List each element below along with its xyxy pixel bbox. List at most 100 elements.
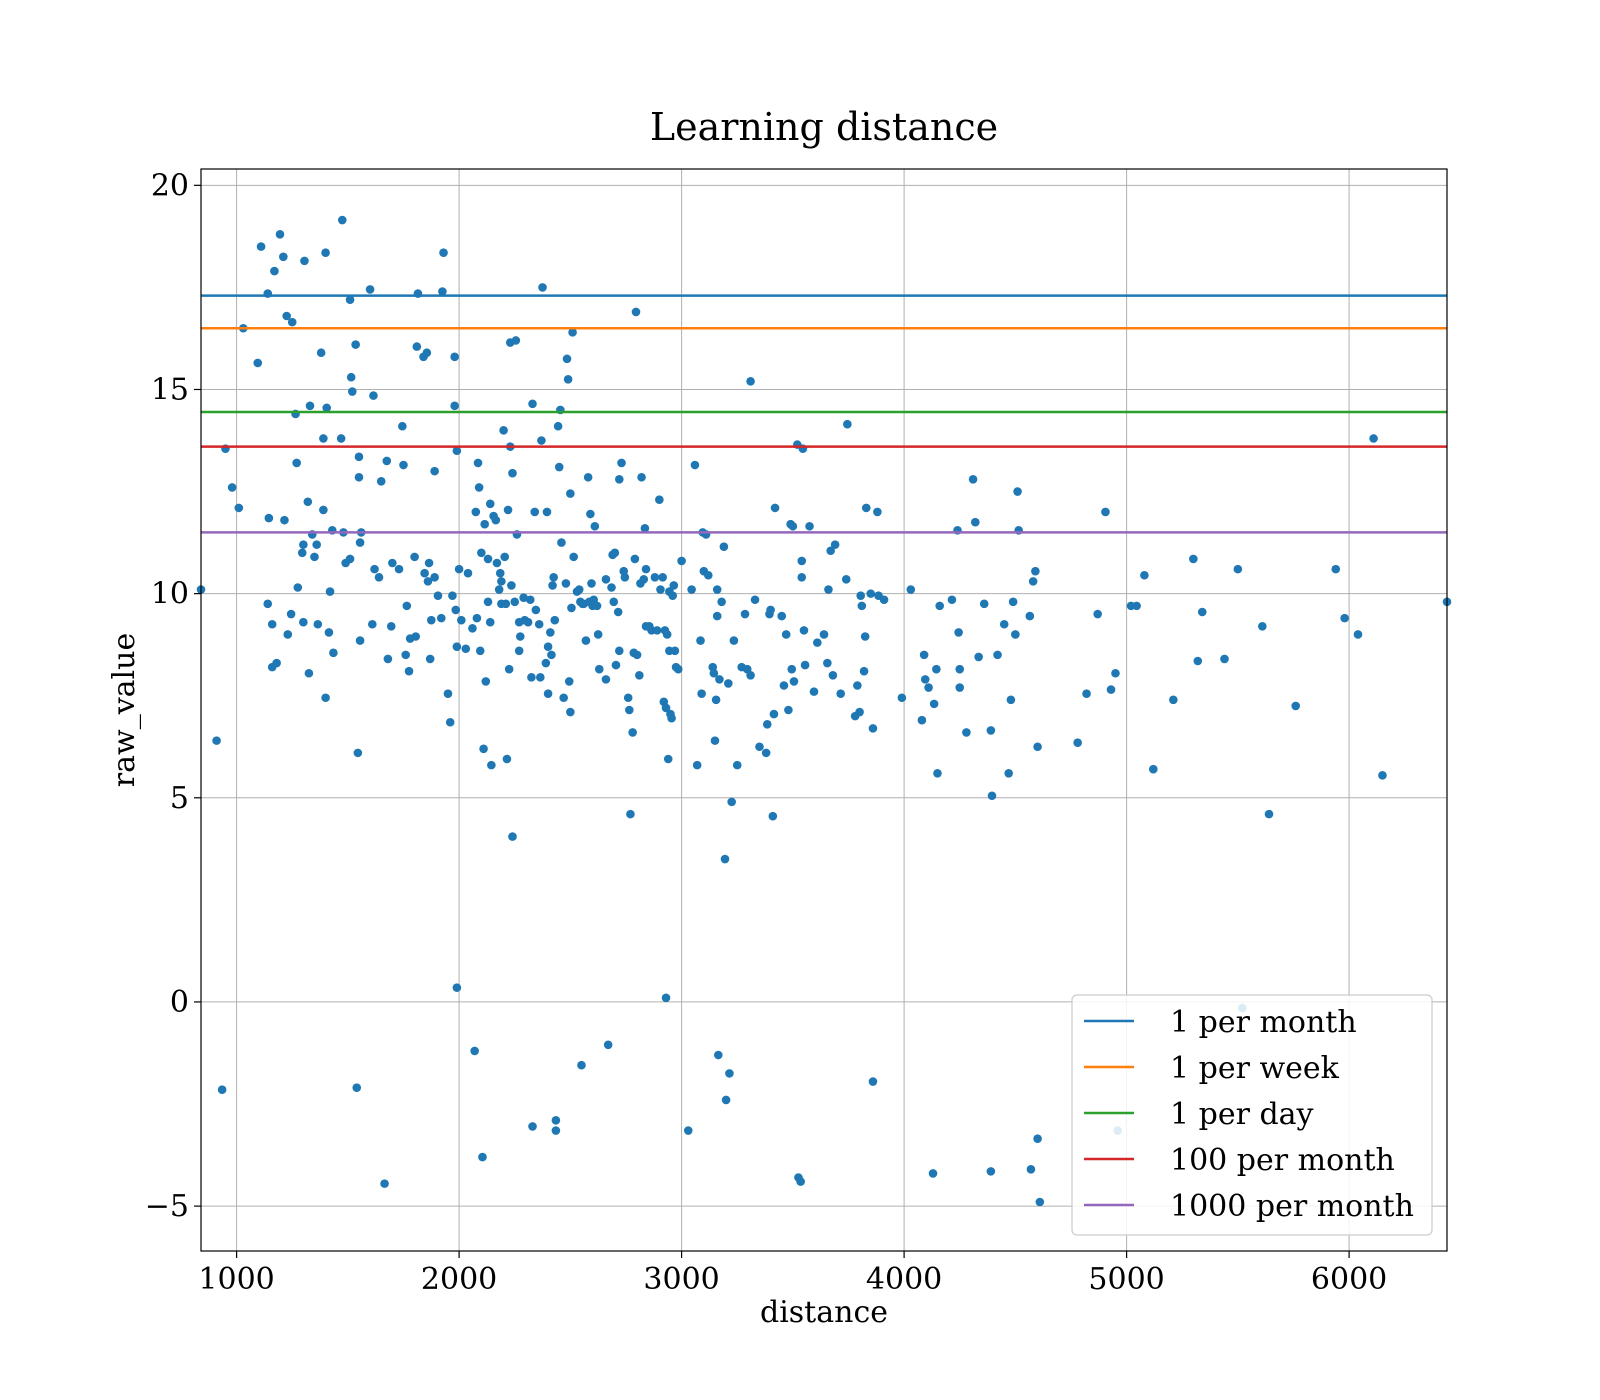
data-point: [762, 719, 772, 729]
data-point: [1331, 564, 1341, 574]
data-point: [217, 1085, 227, 1095]
data-point: [563, 374, 573, 384]
data-point: [351, 340, 360, 349]
data-point: [766, 605, 775, 615]
data-point: [411, 632, 421, 641]
data-point: [299, 617, 308, 627]
data-point: [528, 399, 537, 409]
data-point: [628, 728, 637, 737]
data-point: [426, 615, 436, 625]
data-point: [483, 554, 493, 564]
data-point: [662, 630, 672, 639]
data-point: [670, 646, 680, 656]
data-point: [860, 632, 870, 641]
data-point: [601, 675, 611, 684]
y-tick-label: 20: [151, 168, 189, 203]
data-point: [755, 742, 764, 752]
data-point: [855, 707, 864, 717]
data-point: [303, 497, 313, 507]
data-point: [581, 636, 591, 645]
data-point: [587, 579, 596, 588]
data-point: [530, 507, 540, 517]
data-point: [574, 585, 584, 594]
data-point: [547, 650, 556, 660]
data-point: [422, 348, 432, 358]
data-point: [655, 495, 664, 505]
x-tick-label: 1000: [198, 1262, 274, 1297]
data-point: [450, 401, 459, 411]
data-point: [548, 581, 557, 590]
data-point: [346, 372, 356, 382]
data-point: [710, 736, 720, 745]
data-point: [478, 1152, 487, 1162]
data-point: [212, 736, 221, 745]
data-point: [557, 538, 566, 547]
data-point: [687, 585, 696, 594]
data-point: [561, 579, 571, 588]
data-point: [1264, 809, 1274, 819]
legend-label: 1 per day: [1170, 1097, 1314, 1132]
data-point: [779, 681, 789, 690]
data-point: [799, 626, 809, 635]
data-point: [450, 352, 459, 362]
data-point: [480, 519, 489, 529]
data-point: [987, 791, 997, 801]
data-point: [668, 591, 677, 600]
data-point: [1033, 742, 1042, 752]
data-point: [617, 458, 626, 468]
data-point: [796, 1177, 805, 1186]
data-point: [279, 252, 288, 262]
data-point: [1006, 695, 1016, 705]
data-point: [669, 581, 679, 590]
data-point: [452, 446, 462, 456]
data-point: [286, 609, 296, 619]
data-point: [789, 677, 799, 686]
data-point: [1106, 685, 1116, 694]
data-point: [1013, 487, 1022, 496]
data-point: [355, 636, 365, 645]
data-point: [720, 854, 730, 864]
data-point: [993, 650, 1002, 660]
data-point: [569, 552, 578, 562]
data-point: [538, 283, 547, 292]
data-point: [474, 483, 484, 492]
data-point: [761, 748, 771, 758]
data-point: [955, 664, 965, 674]
plot-frame: [200, 168, 1448, 1252]
x-tick-label: 3000: [643, 1262, 719, 1297]
data-point: [383, 654, 393, 664]
data-point: [472, 613, 482, 623]
data-point: [729, 636, 739, 645]
data-point: [746, 670, 755, 680]
data-point: [928, 1169, 938, 1178]
data-point: [615, 475, 624, 484]
data-point: [410, 552, 419, 562]
data-point: [382, 456, 392, 466]
data-point: [819, 630, 829, 639]
chart-title: Learning distance: [650, 105, 998, 149]
data-point: [324, 628, 334, 637]
data-point: [497, 577, 506, 586]
data-point: [370, 564, 379, 574]
data-point: [551, 1116, 561, 1125]
data-point: [321, 693, 330, 703]
data-point: [433, 591, 443, 600]
data-point: [1353, 630, 1363, 639]
data-point: [293, 583, 303, 592]
data-point: [805, 521, 814, 531]
data-point: [586, 509, 595, 519]
data-point: [425, 654, 435, 664]
data-point: [830, 540, 840, 549]
data-point: [769, 709, 779, 719]
data-point: [280, 515, 289, 525]
data-point: [1233, 564, 1243, 574]
data-point: [859, 666, 869, 676]
data-point: [704, 570, 713, 580]
data-point: [868, 724, 878, 733]
data-point: [319, 434, 328, 443]
data-point: [345, 295, 355, 304]
data-point: [402, 601, 412, 611]
data-point: [515, 632, 525, 641]
data-point: [567, 603, 576, 613]
x-tick-label: 2000: [421, 1262, 497, 1297]
